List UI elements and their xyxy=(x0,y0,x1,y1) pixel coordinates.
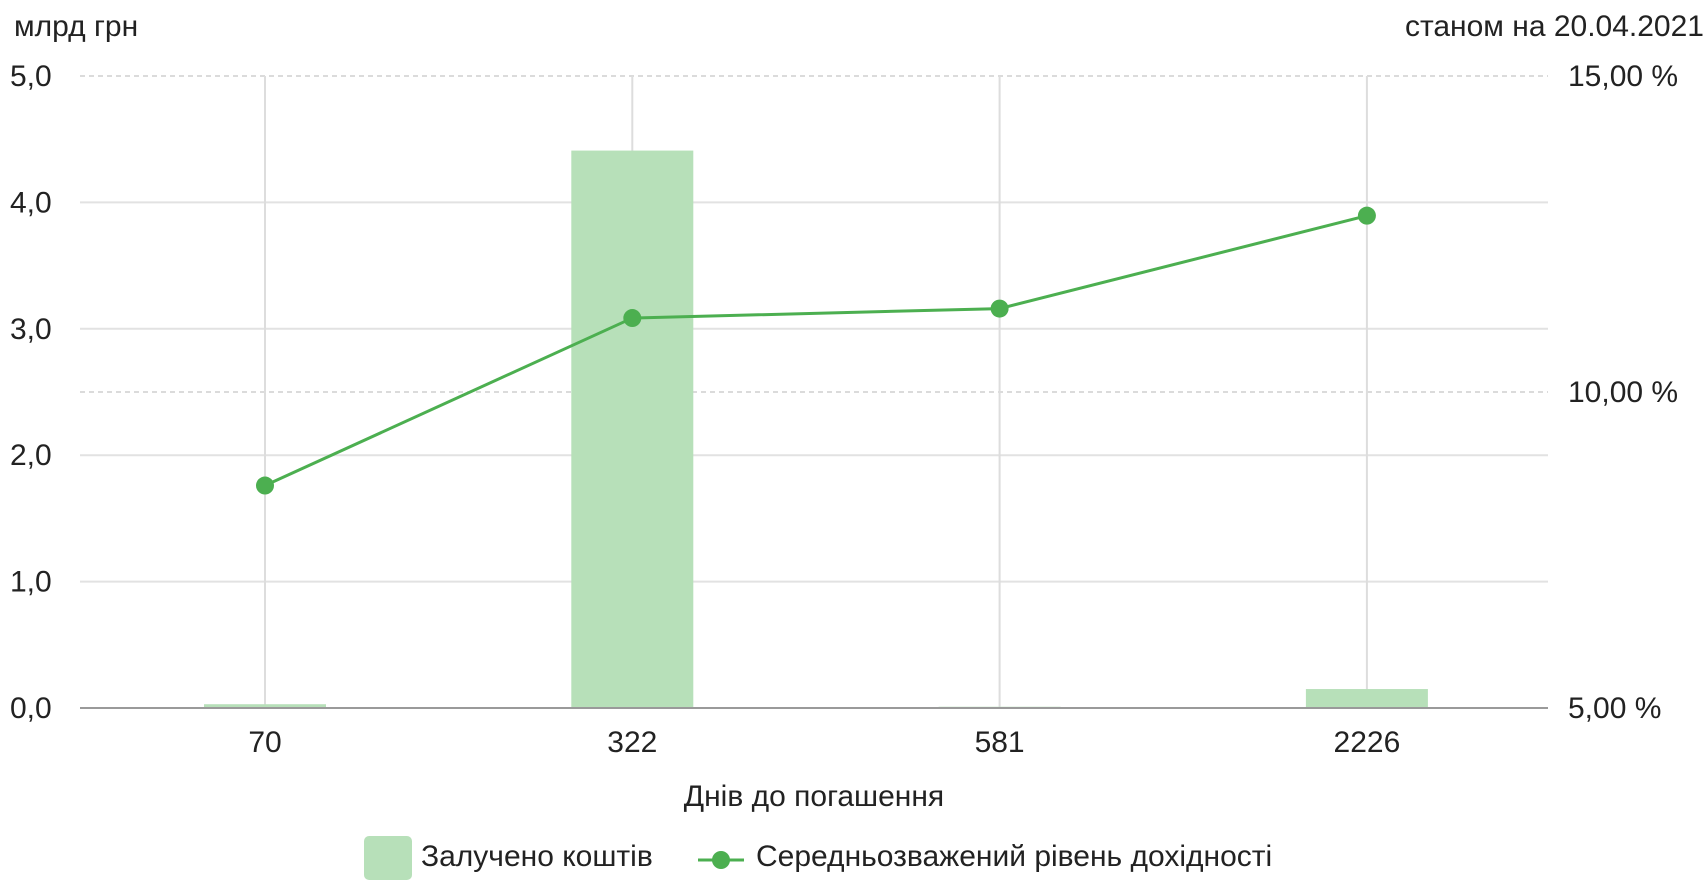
line-path xyxy=(264,214,1368,487)
legend-swatch-marker xyxy=(712,851,730,869)
legend: Залучено коштів Середньозважений рівень … xyxy=(364,836,1272,880)
y-right-tick-label: 5,00 % xyxy=(1568,692,1661,725)
legend-swatch-bar xyxy=(364,836,412,880)
bar-series xyxy=(204,150,1428,709)
line-point xyxy=(990,299,1009,318)
grid xyxy=(80,75,1548,708)
x-axis-title: Днів до погашення xyxy=(684,780,944,813)
line-point xyxy=(1357,206,1376,225)
y-left-tick-label: 5,0 xyxy=(10,60,52,93)
bar xyxy=(204,704,326,708)
y-left-tick-label: 1,0 xyxy=(10,566,52,599)
y-left-tick-label: 4,0 xyxy=(10,186,52,219)
x-tick-label: 581 xyxy=(975,726,1025,759)
y-left-tick-label: 2,0 xyxy=(10,439,52,472)
x-tick-label: 2226 xyxy=(1334,726,1401,759)
axes: 0,0 1,0 2,0 3,0 4,0 5,0 5,00 % 10,00 % 15,00 % 70… xyxy=(10,60,1678,759)
legend-label-line: Середньозважений рівень дохідності xyxy=(756,840,1272,873)
line-point xyxy=(623,309,642,328)
y-left-unit-label: млрд грн xyxy=(14,10,138,43)
bar xyxy=(1305,689,1428,708)
y-right-tick-label: 10,00 % xyxy=(1568,376,1678,409)
y-left-tick-label: 0,0 xyxy=(10,692,52,725)
x-tick-label: 322 xyxy=(607,726,657,759)
date-label: станом на 20.04.2021 xyxy=(1405,10,1704,43)
bar xyxy=(571,150,694,709)
line-series xyxy=(256,206,1376,495)
x-tick-label: 70 xyxy=(248,726,281,759)
line-point xyxy=(256,476,274,495)
y-left-tick-label: 3,0 xyxy=(10,313,52,346)
legend-label-bar: Залучено коштів xyxy=(421,840,653,873)
y-right-tick-label: 15,00 % xyxy=(1568,60,1678,93)
